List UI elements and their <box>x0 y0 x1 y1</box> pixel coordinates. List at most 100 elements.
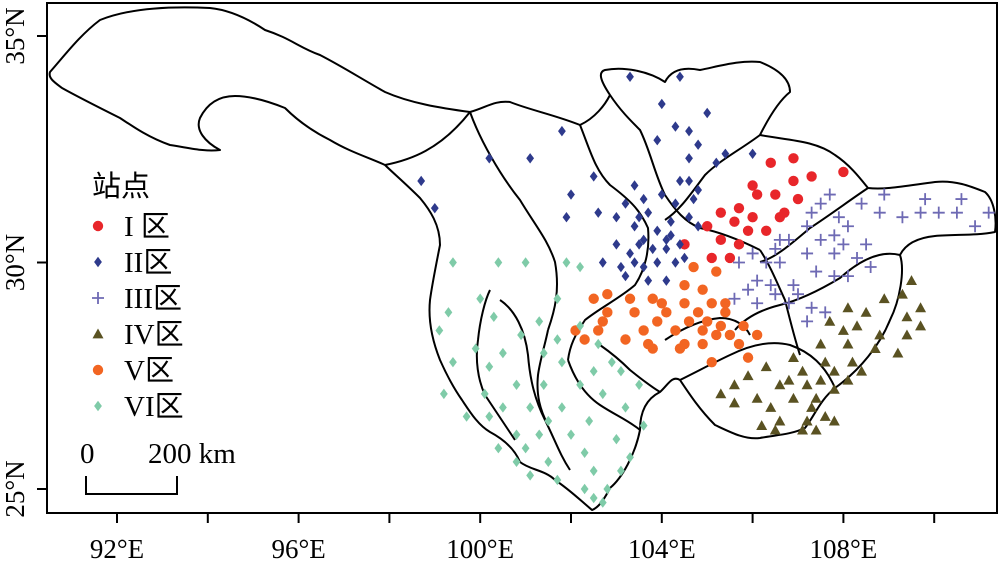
legend-marker-2 <box>94 256 102 268</box>
legend-title: 站点 <box>92 170 150 203</box>
station-point-series-5 <box>624 293 636 304</box>
station-point-series-2 <box>721 148 730 159</box>
station-point-series-6 <box>580 483 589 495</box>
station-point-series-2 <box>653 225 662 236</box>
station-point-series-1 <box>747 180 758 191</box>
station-point-series-6 <box>585 415 594 427</box>
station-point-series-2 <box>589 171 598 182</box>
station-point-series-6 <box>598 388 607 400</box>
station-point-series-1 <box>729 216 740 227</box>
station-point-series-3 <box>814 233 827 246</box>
station-point-series-6 <box>612 433 621 445</box>
station-point-series-2 <box>689 193 698 205</box>
station-point-series-5 <box>738 320 749 332</box>
station-point-series-5 <box>597 316 608 327</box>
station-point-series-6 <box>512 429 521 440</box>
station-point-series-3 <box>982 206 995 219</box>
station-point-series-6 <box>598 497 607 508</box>
station-point-series-5 <box>711 266 722 277</box>
station-point-series-4 <box>837 324 849 335</box>
x-tick-label: 104°E <box>628 534 696 562</box>
station-point-series-6 <box>617 465 625 477</box>
subbasin-boundary <box>499 299 571 471</box>
station-point-series-6 <box>521 257 530 268</box>
station-point-series-2 <box>630 257 639 268</box>
station-point-series-2 <box>626 71 634 82</box>
station-point-series-5 <box>652 316 663 327</box>
legend-label-1: I 区 <box>124 211 170 243</box>
station-point-series-4 <box>787 352 799 363</box>
station-point-series-4 <box>765 401 777 412</box>
station-point-series-4 <box>760 361 772 372</box>
station-point-series-2 <box>526 153 535 164</box>
station-point-series-3 <box>828 247 841 260</box>
station-point-series-3 <box>932 206 945 219</box>
legend-label-2: II区 <box>124 247 172 279</box>
scale-bar-line <box>85 476 178 495</box>
station-point-series-4 <box>801 379 813 390</box>
station-point-series-2 <box>430 202 439 214</box>
station-point-series-6 <box>617 366 625 377</box>
station-point-series-5 <box>620 334 631 345</box>
station-point-series-5 <box>593 325 604 336</box>
station-point-series-3 <box>955 193 968 206</box>
station-point-series-6 <box>535 429 544 440</box>
station-point-series-6 <box>494 257 503 268</box>
station-point-series-5 <box>720 307 731 318</box>
station-point-series-6 <box>512 456 521 468</box>
station-point-series-1 <box>751 189 763 200</box>
station-point-series-1 <box>788 153 799 164</box>
station-point-series-2 <box>676 71 684 82</box>
scale-bar: 0 200 km <box>80 438 236 495</box>
station-point-series-3 <box>805 301 818 314</box>
station-point-series-5 <box>711 329 722 341</box>
subbasin-boundary <box>679 342 836 389</box>
station-point-series-5 <box>724 329 736 341</box>
station-point-series-2 <box>639 193 648 205</box>
station-point-series-2 <box>666 230 675 241</box>
subbasin-boundary <box>469 111 558 331</box>
station-point-series-2 <box>617 261 625 273</box>
station-point-series-3 <box>950 206 963 219</box>
station-point-series-4 <box>874 329 886 340</box>
station-point-series-6 <box>576 261 584 273</box>
legend-entries: I 区 II区 III区 IV区 V区 VI区 <box>92 211 184 423</box>
station-point-series-3 <box>969 220 982 233</box>
station-point-series-1 <box>715 234 727 246</box>
y-tick-label: 25°N <box>0 460 30 517</box>
station-point-series-2 <box>567 189 575 200</box>
station-point-series-2 <box>635 212 643 223</box>
station-point-series-2 <box>630 221 639 232</box>
station-point-series-4 <box>842 374 854 385</box>
station-point-series-4 <box>774 415 786 426</box>
station-point-series-5 <box>706 298 717 309</box>
station-point-series-3 <box>782 297 795 310</box>
station-point-series-5 <box>702 316 713 327</box>
station-point-series-3 <box>837 238 850 251</box>
station-point-series-4 <box>815 338 827 349</box>
station-point-series-3 <box>864 261 877 274</box>
station-point-series-3 <box>801 220 814 233</box>
station-point-series-6 <box>589 492 598 504</box>
station-point-series-1 <box>761 225 772 236</box>
x-tick-label: 96°E <box>271 534 325 562</box>
station-point-series-6 <box>562 257 571 268</box>
station-point-series-1 <box>747 212 758 223</box>
station-point-series-5 <box>688 261 699 273</box>
station-point-series-6 <box>444 307 453 318</box>
station-point-series-2 <box>694 184 703 196</box>
station-point-series-3 <box>782 233 795 246</box>
station-point-series-3 <box>914 206 927 219</box>
station-point-series-4 <box>828 383 840 394</box>
subbasin-boundary <box>475 289 516 441</box>
station-point-series-3 <box>814 197 827 210</box>
station-point-series-5 <box>602 307 613 318</box>
station-point-series-6 <box>435 325 444 336</box>
station-point-series-6 <box>544 456 553 468</box>
station-point-series-1 <box>806 171 817 182</box>
station-point-series-2 <box>621 198 630 209</box>
station-point-series-2 <box>680 252 689 264</box>
station-point-series-4 <box>751 392 763 403</box>
station-point-series-3 <box>823 188 836 201</box>
station-point-series-1 <box>733 202 745 214</box>
